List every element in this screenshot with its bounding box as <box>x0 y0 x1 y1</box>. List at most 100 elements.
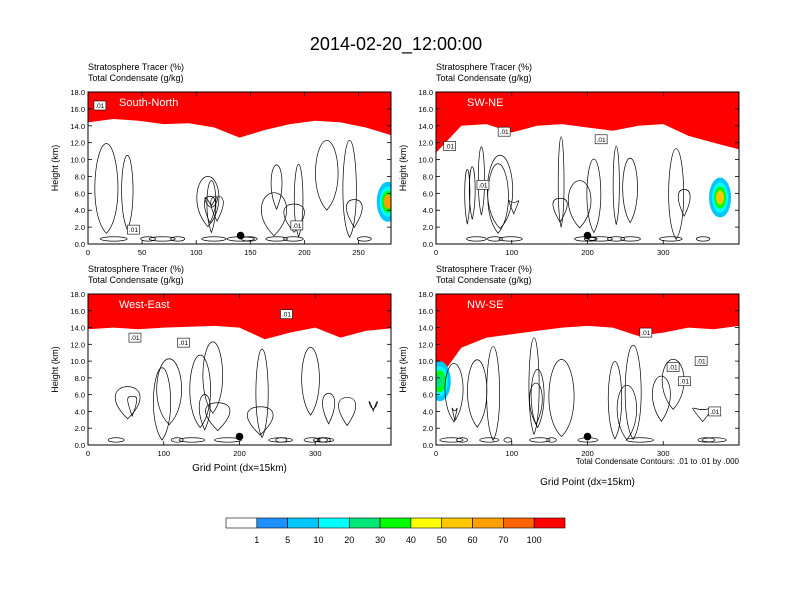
y-tick-label: 4.0 <box>423 206 433 215</box>
location-marker <box>583 231 592 240</box>
condensate-contour <box>293 164 304 238</box>
panel-south-north: .01 .01 .01 South-North Stratosphere Tracer … <box>50 62 392 257</box>
low-condensate-contour <box>107 437 125 443</box>
subtitle-condensate: Total Condensate (g/kg) <box>88 275 184 285</box>
condensate-contour <box>622 157 638 224</box>
condensate-contour <box>586 158 602 234</box>
panels: .01 .01 .01 South-North Stratosphere Tracer … <box>50 62 740 488</box>
y-tick-label: 0.0 <box>423 240 433 249</box>
y-tick-label: 2.0 <box>75 223 85 232</box>
contour-label-box <box>666 362 680 372</box>
y-tick-label: 14.0 <box>70 324 85 333</box>
y-tick-label: 18.0 <box>418 88 433 97</box>
y-tick-label: 2.0 <box>423 424 433 433</box>
condensate-contour <box>624 344 642 440</box>
low-condensate-contour <box>170 236 186 242</box>
contour-label-box <box>93 100 107 111</box>
colorbar-bin <box>318 517 350 529</box>
location-marker <box>236 231 245 240</box>
y-tick-label: 0.0 <box>423 441 433 450</box>
y-axis-label: Height (km) <box>398 346 408 393</box>
low-condensate-contour <box>479 437 500 443</box>
contour-label: .01 <box>282 312 291 319</box>
plot-area: .01 .01 .01 <box>88 92 391 244</box>
contour-label: .01 <box>641 330 650 337</box>
x-tick-label: 0 <box>86 248 90 257</box>
low-condensate-contour <box>659 236 683 242</box>
low-condensate-contour <box>214 437 242 443</box>
x-axis-label: Grid Point (dx=15km) <box>192 463 287 474</box>
x-tick-label: 200 <box>581 449 594 458</box>
low-condensate-contour <box>265 236 288 242</box>
condensate-contour <box>661 358 685 410</box>
low-condensate-contour <box>140 236 156 242</box>
contour-label-box <box>678 376 691 387</box>
y-tick-label: 10.0 <box>70 357 85 366</box>
contour-label-box <box>443 141 456 151</box>
y-tick-label: 8.0 <box>423 374 433 383</box>
y-tick-label: 10.0 <box>418 156 433 165</box>
colorbar-label: 1 <box>254 535 259 545</box>
contour-label: .01 <box>597 137 606 144</box>
x-tick-label: 0 <box>434 449 438 458</box>
contour-label-box <box>476 180 490 190</box>
subtitle-tracer: Stratosphere Tracer (%) <box>436 264 532 274</box>
condensate-contour <box>444 363 464 423</box>
low-condensate-contour <box>498 236 523 242</box>
condensate-contour <box>283 203 305 233</box>
colorbar-bin <box>379 517 412 529</box>
panel-label: NW-SE <box>467 299 503 311</box>
low-condensate-contour <box>456 437 468 443</box>
condensate-contour <box>677 189 691 217</box>
contour-label-box <box>127 224 140 235</box>
subtitle-condensate: Total Condensate (g/kg) <box>436 275 532 285</box>
x-tick-label: 0 <box>86 449 90 458</box>
contour-label-box <box>128 332 142 343</box>
colorbar-label: 70 <box>498 535 508 545</box>
condensate-contour <box>202 341 223 414</box>
y-tick-label: 12.0 <box>418 139 433 148</box>
contour-label-box <box>497 126 511 137</box>
contour-label-box <box>177 337 190 348</box>
condensate-contour <box>156 358 182 426</box>
condensate-contour <box>204 195 216 224</box>
low-condensate-contour <box>607 236 626 242</box>
condensate-contour <box>204 197 218 208</box>
panel-label: South-North <box>119 97 178 109</box>
condensate-contour <box>616 384 638 441</box>
colorbar-bin <box>441 517 473 529</box>
condensate-contour <box>530 369 545 429</box>
x-tick-label: 0 <box>434 248 438 257</box>
y-tick-label: 14.0 <box>418 122 433 131</box>
y-tick-label: 12.0 <box>418 340 433 349</box>
condensate-contour <box>529 382 543 425</box>
panel-west-east: .01 .01 .01 West-East Stratosphere Tracer (%… <box>50 264 392 474</box>
low-condensate-contour <box>466 236 487 242</box>
contour-label: .01 <box>130 335 139 342</box>
contour-label: .01 <box>500 129 509 136</box>
location-marker <box>235 432 244 441</box>
low-condensate-contour <box>268 437 293 443</box>
plot-area: .01 .01 .01 <box>88 294 391 445</box>
x-tick-label: 100 <box>505 248 518 257</box>
contour-label: .01 <box>445 144 454 151</box>
condensate-contour <box>607 361 623 440</box>
low-condensate-contour <box>100 236 128 242</box>
subtitle-tracer: Stratosphere Tracer (%) <box>88 62 184 72</box>
contour-label-box <box>280 309 293 319</box>
condensate-contour <box>153 367 171 441</box>
y-tick-label: 8.0 <box>75 172 85 181</box>
condensate-contour <box>652 375 671 422</box>
tracer-band-100 <box>88 92 391 138</box>
low-condensate-contour <box>546 437 557 443</box>
low-condensate-contour <box>303 437 321 443</box>
contour-label: .01 <box>697 359 706 366</box>
colorbar-bin <box>533 517 566 529</box>
condensate-contour <box>567 180 592 229</box>
condensate-contour <box>205 402 231 432</box>
subtitle-condensate: Total Condensate (g/kg) <box>436 73 532 83</box>
x-tick-label: 150 <box>244 248 257 257</box>
y-tick-label: 12.0 <box>70 340 85 349</box>
colorbar-label: 100 <box>527 535 542 545</box>
